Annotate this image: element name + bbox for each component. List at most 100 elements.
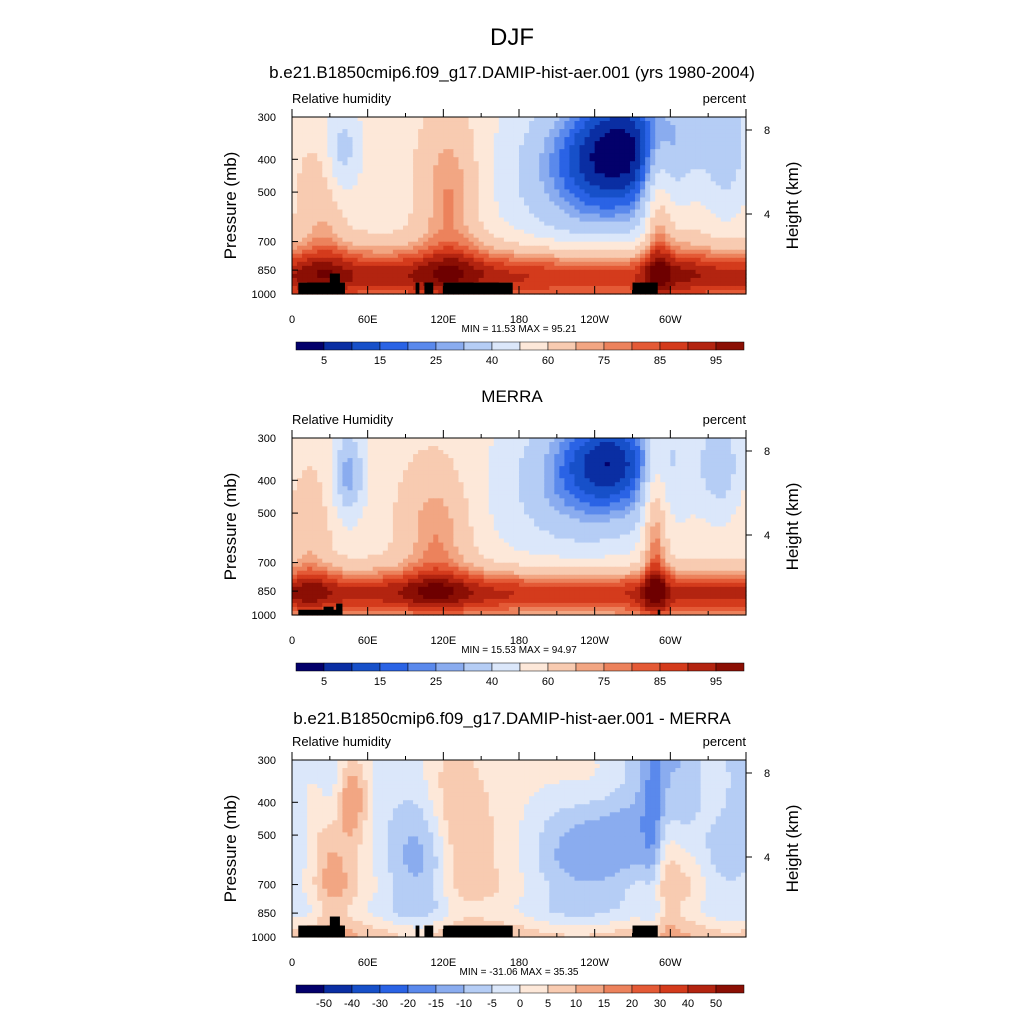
heatmap-cell bbox=[589, 153, 596, 158]
heatmap-cell bbox=[690, 438, 697, 443]
heatmap-cell bbox=[599, 470, 606, 475]
heatmap-cell bbox=[715, 149, 722, 154]
heatmap-cell bbox=[524, 261, 530, 267]
heatmap-cell bbox=[670, 229, 676, 235]
heatmap-cell bbox=[705, 149, 712, 154]
heatmap-cell bbox=[458, 245, 465, 251]
heatmap-cell bbox=[352, 438, 359, 443]
heatmap-cell bbox=[534, 277, 540, 283]
heatmap-cell bbox=[483, 466, 490, 471]
heatmap-cell bbox=[640, 217, 646, 223]
heatmap-cell bbox=[564, 474, 571, 479]
heatmap-cell bbox=[725, 197, 732, 203]
heatmap-cell bbox=[387, 261, 394, 267]
heatmap-cell bbox=[322, 446, 328, 451]
heatmap-cell bbox=[604, 450, 611, 455]
heatmap-cell bbox=[488, 177, 495, 182]
heatmap-cell bbox=[458, 181, 465, 186]
heatmap-cell bbox=[357, 225, 364, 231]
heatmap-cell bbox=[397, 149, 404, 154]
heatmap-cell bbox=[387, 257, 394, 263]
heatmap-cell bbox=[690, 446, 697, 451]
heatmap-cell bbox=[604, 281, 611, 287]
heatmap-cell bbox=[594, 173, 601, 178]
heatmap-cell bbox=[624, 189, 631, 195]
heatmap-cell bbox=[312, 442, 318, 447]
heatmap-cell bbox=[508, 237, 515, 243]
heatmap-cell bbox=[650, 209, 656, 215]
heatmap-cell bbox=[655, 205, 661, 211]
heatmap-cell bbox=[675, 165, 682, 170]
heatmap-cell bbox=[413, 193, 419, 199]
heatmap-cell bbox=[604, 185, 611, 191]
heatmap-cell bbox=[377, 193, 384, 199]
heatmap-cell bbox=[292, 153, 298, 158]
heatmap-cell bbox=[443, 245, 449, 251]
heatmap-cell bbox=[473, 257, 480, 263]
heatmap-cell bbox=[519, 241, 525, 247]
heatmap-cell bbox=[685, 129, 692, 134]
heatmap-cell bbox=[564, 229, 571, 235]
heatmap-cell bbox=[725, 145, 732, 150]
heatmap-cell bbox=[332, 205, 338, 211]
heatmap-cell bbox=[700, 225, 707, 231]
heatmap-cell bbox=[695, 438, 702, 443]
heatmap-cell bbox=[387, 269, 394, 275]
heatmap-cell bbox=[468, 149, 475, 154]
heatmap-cell bbox=[483, 185, 490, 191]
heatmap-cell bbox=[695, 474, 702, 479]
heatmap-cell bbox=[559, 454, 565, 459]
heatmap-cell bbox=[690, 209, 697, 215]
heatmap-cell bbox=[483, 442, 490, 447]
heatmap-cell bbox=[594, 185, 601, 191]
heatmap-cell bbox=[297, 470, 303, 475]
heatmap-cell bbox=[660, 257, 666, 263]
heatmap-cell bbox=[463, 173, 470, 178]
heatmap-cell bbox=[347, 217, 354, 223]
heatmap-cell bbox=[488, 245, 495, 251]
heatmap-cell bbox=[725, 181, 732, 186]
heatmap-cell bbox=[493, 129, 500, 134]
heatmap-cell bbox=[342, 233, 349, 239]
heatmap-cell bbox=[715, 466, 722, 471]
heatmap-cell bbox=[700, 133, 707, 138]
heatmap-cell bbox=[382, 446, 389, 451]
heatmap-cell bbox=[463, 261, 470, 267]
heatmap-cell bbox=[392, 245, 399, 251]
y-tick-label: 300 bbox=[258, 112, 276, 124]
heatmap-cell bbox=[685, 181, 692, 186]
heatmap-cell bbox=[292, 261, 298, 267]
heatmap-cell bbox=[675, 197, 682, 203]
heatmap-cell bbox=[443, 474, 449, 479]
heatmap-cell bbox=[443, 197, 449, 203]
heatmap-cell bbox=[609, 177, 616, 182]
heatmap-cell bbox=[665, 241, 671, 247]
heatmap-cell bbox=[377, 442, 384, 447]
heatmap-cell bbox=[539, 462, 545, 467]
heatmap-cell bbox=[529, 466, 535, 471]
heatmap-cell bbox=[650, 229, 656, 235]
heatmap-cell bbox=[559, 161, 565, 166]
heatmap-cell bbox=[332, 237, 338, 243]
heatmap-cell bbox=[312, 438, 318, 443]
heatmap-cell bbox=[735, 185, 742, 191]
heatmap-cell bbox=[468, 269, 475, 275]
heatmap-cell bbox=[599, 137, 606, 142]
heatmap-cell bbox=[599, 233, 606, 239]
heatmap-cell bbox=[705, 173, 712, 178]
heatmap-cell bbox=[720, 149, 727, 154]
heatmap-cell bbox=[488, 241, 495, 247]
heatmap-cell bbox=[645, 450, 651, 455]
heatmap-cell bbox=[524, 257, 530, 263]
heatmap-cell bbox=[675, 470, 682, 475]
heatmap-cell bbox=[307, 213, 313, 219]
heatmap-cell bbox=[645, 181, 651, 186]
heatmap-cell bbox=[448, 137, 455, 142]
heatmap-cell bbox=[433, 249, 439, 255]
heatmap-cell bbox=[705, 117, 712, 122]
heatmap-cell bbox=[473, 450, 480, 455]
heatmap-cell bbox=[645, 217, 651, 223]
heatmap-cell bbox=[604, 137, 611, 142]
heatmap-cell bbox=[725, 245, 732, 251]
heatmap-cell bbox=[735, 462, 742, 467]
